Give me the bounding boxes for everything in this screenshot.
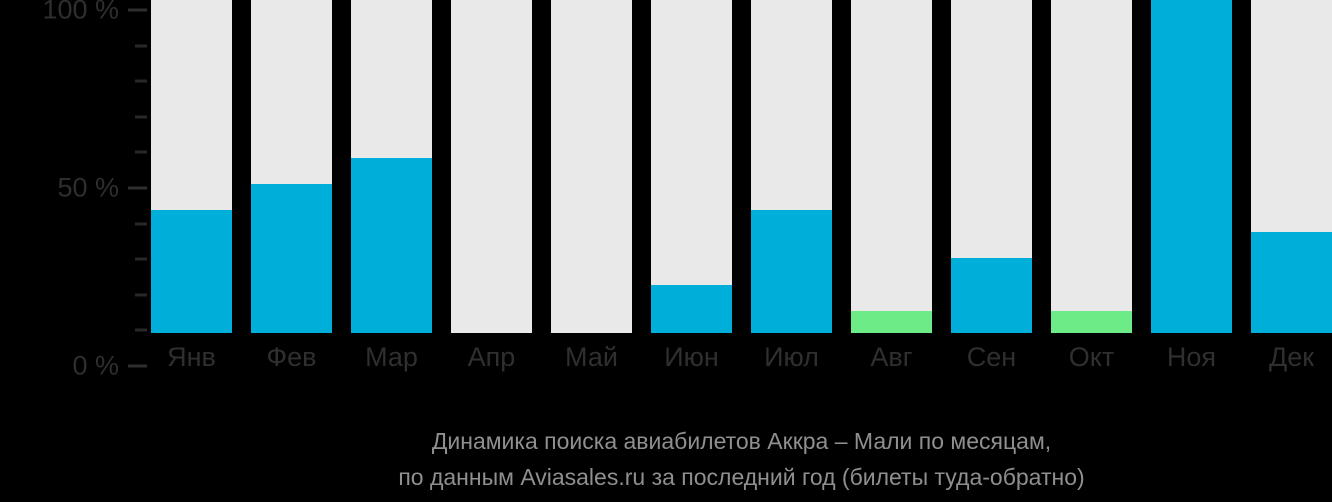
y-tick-mark [128, 364, 147, 368]
y-tick-mark [128, 8, 147, 12]
y-axis: 100 % 50 % 0 % [0, 0, 147, 381]
y-axis-minor-tick [135, 257, 147, 261]
bar-fill [251, 184, 332, 333]
bar-track [351, 0, 432, 333]
y-axis-major-tick-0: 0 % [72, 351, 147, 382]
y-axis-major-tick-100: 100 % [42, 0, 147, 26]
bar-column-Окт: Окт [1051, 0, 1132, 373]
bar-column-Июн: Июн [651, 0, 732, 373]
bar-column-Май: Май [551, 0, 632, 373]
y-axis-minor-tick [135, 44, 147, 48]
chart-subtitle: по данным Aviasales.ru за последний год … [398, 464, 1085, 490]
bar-column-Фев: Фев [251, 0, 332, 373]
bar-fill [351, 158, 432, 333]
bar-fill [151, 210, 232, 333]
x-tick-label: Июн [664, 342, 719, 372]
bar-track [651, 0, 732, 333]
bar-column-Июл: Июл [751, 0, 832, 373]
x-tick-label: Дек [1268, 342, 1315, 372]
bar-column-Мар: Мар [351, 0, 432, 373]
bar-track [1251, 0, 1332, 333]
bar-track [151, 0, 232, 333]
bar-track [451, 0, 532, 333]
x-tick-label: Ноя [1166, 342, 1217, 372]
bar-fill [1151, 0, 1232, 333]
bar-track [951, 0, 1032, 333]
bar-fill [1251, 232, 1332, 333]
bar-track [851, 0, 932, 333]
bar-fill [651, 285, 732, 333]
x-tick-label: Янв [167, 342, 216, 372]
y-axis-minor-tick [135, 150, 147, 154]
y-axis-minor-tick [135, 79, 147, 83]
y-tick-label-100: 100 % [42, 0, 119, 25]
x-tick-label: Май [565, 342, 618, 372]
bar-fill [951, 258, 1032, 333]
y-tick-label-0: 0 % [72, 350, 119, 381]
bar-fill [751, 210, 832, 333]
y-axis-minor-tick [135, 222, 147, 226]
y-axis-minor-tick [135, 115, 147, 119]
bar-fill [1051, 311, 1132, 333]
bar-column-Ноя: Ноя [1151, 0, 1232, 373]
chart-caption: Динамика поиска авиабилетов Аккра – Мали… [151, 423, 1332, 495]
x-tick-label: Мар [365, 342, 418, 372]
bar-fill [851, 311, 932, 333]
y-tick-mark [128, 186, 147, 190]
y-axis-minor-tick [135, 328, 147, 332]
bars-area: Янв Фев Мар Апр Май Июн Июл Авг Сен Окт Ноя Дек [151, 0, 1332, 373]
bar-track [1051, 0, 1132, 333]
chart-title: Динамика поиска авиабилетов Аккра – Мали… [431, 428, 1052, 454]
x-tick-label: Авг [870, 342, 913, 372]
bar-track [751, 0, 832, 333]
x-tick-label: Июл [764, 342, 819, 372]
y-tick-label-50: 50 % [57, 172, 119, 203]
bar-track [551, 0, 632, 333]
x-tick-label: Фев [266, 342, 317, 372]
x-tick-label: Сен [966, 342, 1017, 372]
bar-column-Дек: Дек [1251, 0, 1332, 373]
bar-column-Авг: Авг [851, 0, 932, 373]
x-tick-label: Апр [467, 342, 516, 372]
bar-track [251, 0, 332, 333]
bar-track [1151, 0, 1232, 333]
y-axis-major-tick-50: 50 % [57, 173, 147, 204]
bar-column-Апр: Апр [451, 0, 532, 373]
bar-column-Янв: Янв [151, 0, 232, 373]
y-axis-minor-tick [135, 293, 147, 297]
bar-column-Сен: Сен [951, 0, 1032, 373]
x-tick-label: Окт [1068, 342, 1115, 372]
